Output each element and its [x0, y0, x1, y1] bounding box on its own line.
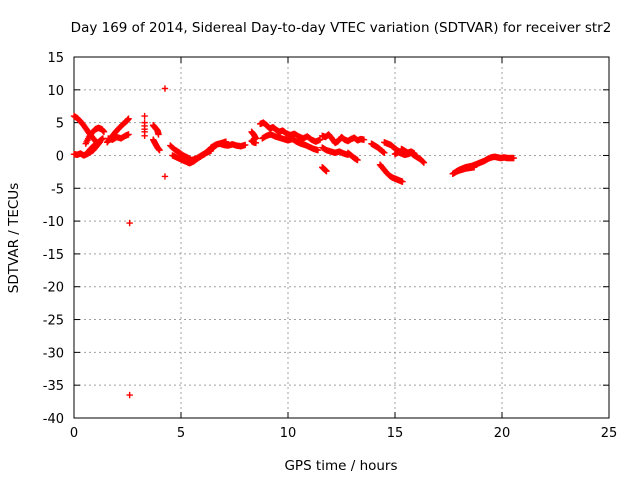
x-tick-label: 20 — [494, 426, 511, 441]
y-tick-label: -10 — [43, 215, 64, 230]
data-point — [316, 136, 324, 143]
y-tick-label: 5 — [56, 117, 64, 132]
y-axis: 15 10 5 0 -5 -10 -15 -20 -25 -30 -35 -40 — [43, 51, 609, 427]
data-point — [141, 112, 148, 120]
data-point — [100, 128, 108, 136]
y-tick-label: -20 — [43, 281, 64, 296]
data-point — [360, 136, 368, 143]
y-tick-label: -5 — [51, 182, 64, 197]
x-axis-label: GPS time / hours — [284, 458, 397, 474]
data-point — [252, 139, 260, 147]
x-tick-label: 10 — [280, 426, 297, 441]
data-point — [510, 154, 517, 162]
data-points — [70, 85, 517, 399]
data-point — [242, 141, 249, 149]
data-point — [323, 168, 330, 175]
data-point — [161, 85, 169, 92]
x-tick-label: 0 — [70, 426, 78, 441]
x-tick-label: 15 — [387, 426, 404, 441]
x-tick-label: 5 — [177, 426, 185, 441]
y-axis-label: SDTVAR / TECUs — [6, 183, 22, 293]
data-point — [411, 150, 418, 157]
data-point — [126, 219, 133, 227]
y-tick-label: -15 — [43, 248, 64, 263]
data-point — [125, 115, 132, 122]
grid — [74, 57, 609, 418]
data-point — [125, 131, 132, 138]
chart-title: Day 169 of 2014, Sidereal Day-to-day VTE… — [71, 20, 612, 36]
data-point — [381, 149, 388, 157]
data-point — [155, 131, 162, 138]
data-point — [470, 164, 478, 171]
y-tick-label: 10 — [47, 84, 64, 99]
data-point — [141, 132, 148, 139]
data-point — [126, 391, 133, 399]
data-point — [161, 173, 169, 180]
y-tick-label: -25 — [43, 314, 64, 329]
data-point — [156, 147, 163, 154]
y-tick-label: -30 — [43, 346, 64, 361]
data-point — [419, 158, 427, 166]
data-point — [420, 159, 428, 166]
y-tick-label: 15 — [47, 51, 64, 66]
x-axis: 0 5 10 15 20 25 — [70, 57, 617, 441]
data-point — [399, 178, 406, 185]
y-tick-label: -40 — [43, 412, 64, 427]
y-tick-label: -35 — [43, 379, 64, 394]
x-tick-label: 25 — [601, 426, 618, 441]
data-point — [314, 147, 322, 154]
data-point — [99, 135, 107, 142]
y-tick-label: 0 — [56, 149, 64, 164]
plot-frame — [73, 56, 610, 419]
data-point — [354, 156, 361, 164]
